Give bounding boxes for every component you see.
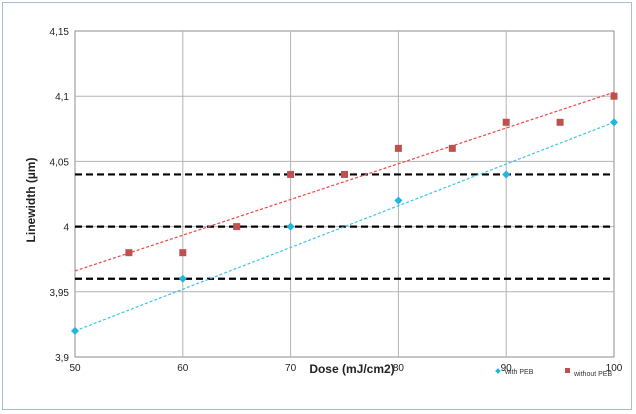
data-point-with-peb <box>178 274 187 283</box>
y-tick-label: 4 <box>63 223 69 234</box>
y-axis-title: Linewidth (µm) <box>24 158 38 243</box>
x-tick-label: 100 <box>606 363 623 374</box>
y-tick-label: 4,05 <box>50 157 70 168</box>
legend-marker-with-peb <box>495 368 501 374</box>
data-point-without-peb <box>287 170 295 178</box>
x-tick-label: 70 <box>285 363 297 374</box>
data-point-without-peb <box>448 144 456 152</box>
gridlines <box>74 30 615 358</box>
legend: with PEB without PEB <box>495 368 612 378</box>
legend-label-with-peb: with PEB <box>504 369 534 376</box>
data-point-without-peb <box>394 144 402 152</box>
x-tick-label: 90 <box>501 363 513 374</box>
data-point-with-peb <box>610 118 618 127</box>
data-point-without-peb <box>341 170 348 178</box>
y-tick-label: 4,1 <box>55 92 69 103</box>
plot-area <box>74 30 615 358</box>
data-point-with-peb <box>71 326 79 335</box>
data-points <box>71 92 618 335</box>
x-axis-title: Dose (mJ/cm2) <box>309 362 394 376</box>
x-tick-label: 60 <box>177 363 189 374</box>
y-tick-label: 4,15 <box>50 27 70 38</box>
legend-label-without-peb: without PEB <box>573 371 612 378</box>
tick-labels: 50 60 70 80 90 100 3,9 3,95 4 4,05 4,1 4,15 <box>50 27 623 374</box>
data-point-with-peb <box>394 196 403 205</box>
y-tick-label: 3,95 <box>50 288 70 299</box>
data-point-without-peb <box>502 118 510 126</box>
data-point-without-peb <box>233 223 241 231</box>
x-tick-label: 80 <box>393 363 405 374</box>
data-point-with-peb <box>502 170 511 179</box>
data-point-without-peb <box>179 249 187 257</box>
data-point-without-peb <box>610 92 618 100</box>
data-point-with-peb <box>286 222 295 231</box>
data-point-without-peb <box>125 249 133 257</box>
y-tick-label: 3,9 <box>55 353 69 364</box>
trendlines <box>74 91 615 332</box>
trendline <box>74 121 615 332</box>
x-tick-label: 50 <box>69 363 81 374</box>
legend-marker-without-peb <box>565 368 570 373</box>
data-point-without-peb <box>556 118 564 126</box>
